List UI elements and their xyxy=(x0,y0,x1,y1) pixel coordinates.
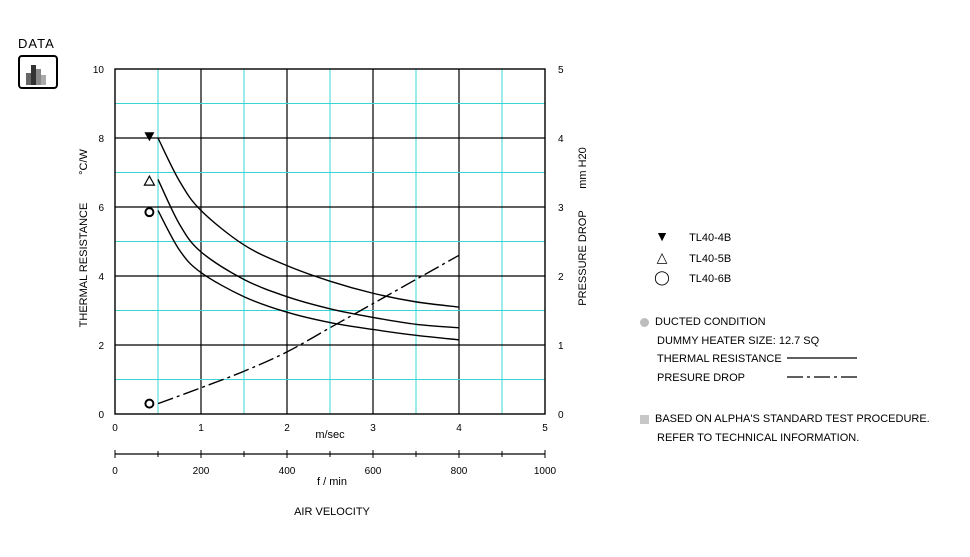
data-header: DATA xyxy=(18,36,58,89)
secondary-x-tick-label: 0 xyxy=(112,466,118,477)
pressure-key-label: PRESURE DROP xyxy=(657,372,746,384)
legend-label: TL40-6B xyxy=(689,273,732,285)
y-right-axis-unit: mm H20 xyxy=(577,147,589,189)
filled-triangle-icon: ▼ xyxy=(655,228,669,244)
x-tick-label: 2 xyxy=(284,423,290,434)
condition-note: DUCTED CONDITION xyxy=(640,316,766,328)
y-left-tick-label: 6 xyxy=(98,203,104,214)
heater-note: DUMMY HEATER SIZE: 12.7 SQ xyxy=(657,335,820,347)
condition-text: DUCTED CONDITION xyxy=(655,316,766,328)
secondary-x-tick-label: 200 xyxy=(193,466,210,477)
y-left-tick-label: 0 xyxy=(98,410,104,421)
y-left-axis-label: THERMAL RESISTANCE xyxy=(78,203,90,328)
x-tick-label: 1 xyxy=(198,423,204,434)
secondary-x-tick-label: 1000 xyxy=(534,466,557,477)
procedure-note: BASED ON ALPHA'S STANDARD TEST PROCEDURE… xyxy=(640,413,930,425)
secondary-x-tick-label: 800 xyxy=(451,466,468,477)
legend-label: TL40-4B xyxy=(689,232,732,244)
open-triangle-icon: △ xyxy=(656,249,668,265)
procedure-text-1: BASED ON ALPHA'S STANDARD TEST PROCEDURE… xyxy=(655,413,930,425)
y-right-tick-label: 3 xyxy=(558,203,564,214)
line-style-key xyxy=(787,357,857,378)
x-tick-label: 5 xyxy=(542,423,548,434)
secondary-x-axis-label: f / min xyxy=(317,476,347,488)
y-left-axis-unit: °C/W xyxy=(78,148,90,174)
series-line-tl40-4b xyxy=(157,137,460,308)
marker-open-circle xyxy=(144,207,155,218)
data-label: DATA xyxy=(18,36,55,51)
thermal-key-label: THERMAL RESISTANCE xyxy=(657,353,782,365)
y-left-tick-label: 8 xyxy=(98,134,104,145)
open-circle-icon: ◯ xyxy=(654,269,670,285)
series-line-presure-drop xyxy=(157,254,460,405)
series-line-tl40-6b xyxy=(157,210,460,341)
legend-item-tl40-4b: ▼ TL40-4B xyxy=(652,228,731,244)
secondary-x-tick-label: 600 xyxy=(365,466,382,477)
y-right-tick-label: 4 xyxy=(558,134,564,145)
x-axis-label: m/sec xyxy=(315,429,345,441)
x-tick-label: 0 xyxy=(112,423,118,434)
y-right-tick-label: 5 xyxy=(558,65,564,76)
marker-open-circle xyxy=(144,398,155,409)
legend-label: TL40-5B xyxy=(689,253,732,265)
series-line-tl40-5b xyxy=(157,179,460,329)
y-left-tick-label: 4 xyxy=(98,272,104,283)
circle-bullet-icon xyxy=(640,317,649,327)
y-right-tick-label: 0 xyxy=(558,410,564,421)
marker-open-triangle-up xyxy=(143,174,156,186)
procedure-text-2: REFER TO TECHNICAL INFORMATION. xyxy=(657,432,860,444)
y-left-tick-label: 10 xyxy=(93,65,105,76)
x-tick-label: 4 xyxy=(456,423,462,434)
x-axis-caption: AIR VELOCITY xyxy=(294,506,370,518)
y-right-axis-label: PRESSURE DROP xyxy=(577,210,589,305)
legend-item-tl40-5b: △ TL40-5B xyxy=(652,249,732,266)
y-right-tick-label: 1 xyxy=(558,341,564,352)
secondary-x-tick-label: 400 xyxy=(279,466,296,477)
bar-chart-icon xyxy=(18,55,58,89)
square-bullet-icon xyxy=(640,414,649,424)
y-right-tick-label: 2 xyxy=(558,272,564,283)
legend-item-tl40-6b: ◯ TL40-6B xyxy=(652,269,731,286)
marker-filled-triangle-down xyxy=(144,132,155,142)
x-tick-label: 3 xyxy=(370,423,376,434)
y-left-tick-label: 2 xyxy=(98,341,104,352)
plot-frame xyxy=(114,68,546,415)
